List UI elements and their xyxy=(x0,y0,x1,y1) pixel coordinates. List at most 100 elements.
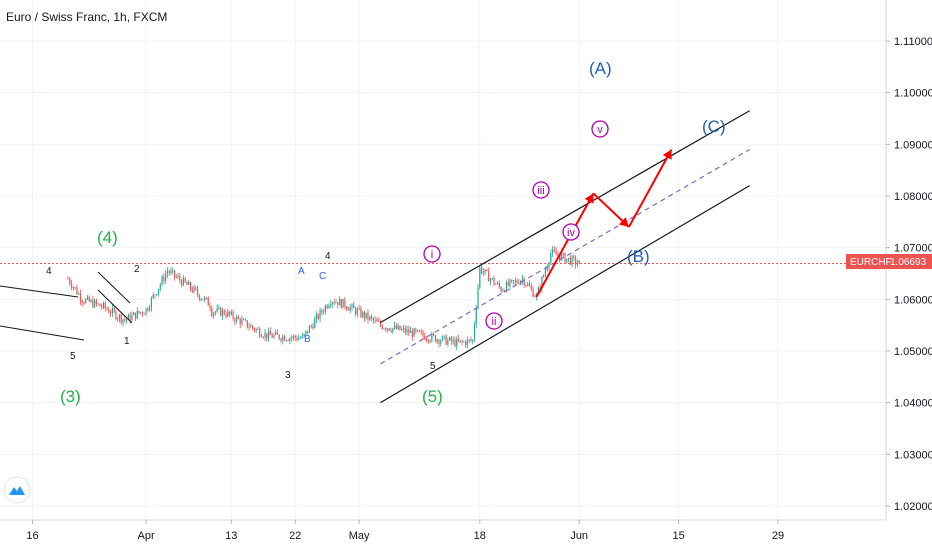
candle-body xyxy=(97,303,99,305)
candle-body xyxy=(230,311,232,315)
candle-body xyxy=(173,270,176,277)
candle-body xyxy=(195,287,197,290)
candle-body xyxy=(362,312,364,317)
candle-body xyxy=(267,331,270,339)
candle-body xyxy=(216,308,218,312)
candle-body xyxy=(303,333,305,336)
candle-body xyxy=(500,286,502,292)
candle-body xyxy=(477,287,479,309)
candle-body xyxy=(81,300,83,303)
price-axis[interactable]: 1.02000 1.03000 1.04000 1.05000 1.06000 1.070… xyxy=(886,36,932,513)
candle-body xyxy=(223,310,225,315)
candle-body xyxy=(273,334,275,338)
channel-upper-line[interactable] xyxy=(380,110,750,324)
x-tick-label: 22 xyxy=(289,530,301,542)
candle-body xyxy=(168,271,170,273)
candle-body xyxy=(498,283,500,287)
y-tick-label: 1.11000 xyxy=(894,36,932,48)
logo-mark-icon xyxy=(9,486,25,495)
candle-body xyxy=(189,282,192,289)
candle-body xyxy=(413,328,415,337)
candle-body xyxy=(143,313,145,315)
candle-body xyxy=(141,312,144,314)
channel-middle-line[interactable] xyxy=(380,148,750,365)
candle-body xyxy=(425,339,428,341)
candle-body xyxy=(395,325,397,330)
candle-body xyxy=(307,330,309,333)
candle-body xyxy=(489,278,492,282)
x-tick-label: Apr xyxy=(138,530,155,542)
candle-body xyxy=(298,338,300,340)
candle-body xyxy=(323,312,325,313)
candle-body xyxy=(289,337,291,341)
candle-body xyxy=(470,339,472,341)
candle-body xyxy=(99,303,101,307)
candle-body xyxy=(175,276,177,278)
candle-body xyxy=(120,314,122,323)
candle-body xyxy=(438,339,440,344)
candle-body xyxy=(555,251,557,255)
wave-label-3: (3) xyxy=(60,387,81,406)
candle-body xyxy=(308,326,310,333)
candle-body xyxy=(576,263,579,265)
minor-wave-text: iii xyxy=(537,185,544,197)
candle-body xyxy=(72,287,74,289)
candle-body xyxy=(358,308,360,310)
x-tick-label: 13 xyxy=(225,530,237,542)
projection-segment xyxy=(628,149,673,228)
candle-body xyxy=(324,305,326,313)
candle-body xyxy=(516,280,518,283)
candle-body xyxy=(562,253,564,255)
candle-body xyxy=(312,326,314,329)
candle-body xyxy=(401,329,403,331)
candle-body xyxy=(78,293,80,295)
candle-body xyxy=(70,283,73,288)
candle-body xyxy=(363,312,366,319)
candle-body xyxy=(509,280,511,286)
candle-body xyxy=(354,308,357,315)
candle-body xyxy=(424,335,426,340)
time-axis[interactable]: 16 Apr 13 22 May 18 Jun 15 29 xyxy=(26,520,784,542)
candle-body xyxy=(560,254,563,261)
candle-body xyxy=(502,290,504,292)
candle-body xyxy=(250,325,252,328)
candle-body xyxy=(294,335,296,338)
candle-body xyxy=(427,339,429,342)
candle-body xyxy=(88,296,90,302)
candle-body xyxy=(523,278,525,286)
subwave-label-blue: C xyxy=(319,271,326,282)
candle-body xyxy=(454,339,456,347)
price-badge-price: 1.06693 xyxy=(890,257,927,268)
candle-body xyxy=(225,314,227,317)
candle-body xyxy=(252,325,254,329)
candle-body xyxy=(548,262,550,268)
minor-wave-label-iii: iii xyxy=(532,181,550,199)
candle-body xyxy=(473,324,476,341)
candle-body xyxy=(527,283,529,286)
candle-body xyxy=(420,331,422,333)
y-tick-label: 1.07000 xyxy=(894,243,932,255)
candle-body xyxy=(278,334,280,339)
candle-body xyxy=(282,336,284,341)
channel-lower-line[interactable] xyxy=(380,185,750,404)
candle-body xyxy=(466,339,468,346)
candle-body xyxy=(154,294,156,296)
label-circle xyxy=(485,312,503,330)
candle-body xyxy=(181,280,183,286)
candle-body xyxy=(450,337,452,342)
candle-body xyxy=(543,275,545,278)
candle-body xyxy=(145,308,147,314)
candle-body xyxy=(315,314,318,320)
candle-body xyxy=(291,337,293,339)
candle-body xyxy=(253,328,255,331)
candle-body xyxy=(537,287,539,295)
candle-body xyxy=(429,340,431,342)
tradingview-logo[interactable] xyxy=(3,476,31,504)
label-circle xyxy=(591,120,609,138)
candle-body xyxy=(186,282,188,285)
price-channel[interactable] xyxy=(380,110,750,404)
candle-body xyxy=(441,336,444,341)
candle-body xyxy=(243,319,245,321)
